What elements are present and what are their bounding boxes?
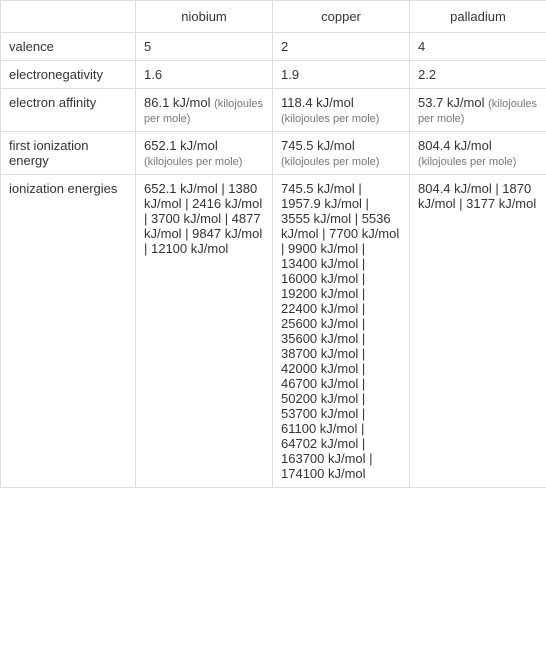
header-niobium: niobium xyxy=(136,1,273,33)
value-main: 53.7 kJ/mol xyxy=(418,95,484,110)
header-blank xyxy=(1,1,136,33)
value-main: 652.1 kJ/mol xyxy=(144,138,218,153)
value-main: 745.5 kJ/mol xyxy=(281,138,355,153)
row-label: ionization energies xyxy=(1,175,136,488)
value-main: 118.4 kJ/mol xyxy=(281,95,354,110)
properties-table: niobium copper palladium valence 5 2 4 e… xyxy=(0,0,546,488)
table-row: electronegativity 1.6 1.9 2.2 xyxy=(1,61,546,89)
cell-value: 5 xyxy=(136,33,273,61)
value-note: (kilojoules per mole) xyxy=(418,156,516,168)
cell-value: 86.1 kJ/mol (kilojoules per mole) xyxy=(136,89,273,132)
table-row: first ionization energy 652.1 kJ/mol (ki… xyxy=(1,132,546,175)
cell-value: 4 xyxy=(410,33,546,61)
value-note: (kilojoules per mole) xyxy=(281,113,379,125)
value-note: (kilojoules per mole) xyxy=(144,156,242,168)
value-note: (kilojoules per mole) xyxy=(281,156,379,168)
cell-value: 1.6 xyxy=(136,61,273,89)
cell-value: 652.1 kJ/mol | 1380 kJ/mol | 2416 kJ/mol… xyxy=(136,175,273,488)
header-copper: copper xyxy=(273,1,410,33)
cell-value: 804.4 kJ/mol (kilojoules per mole) xyxy=(410,132,546,175)
cell-value: 2.2 xyxy=(410,61,546,89)
table-row: electron affinity 86.1 kJ/mol (kilojoule… xyxy=(1,89,546,132)
header-palladium: palladium xyxy=(410,1,546,33)
cell-value: 745.5 kJ/mol | 1957.9 kJ/mol | 3555 kJ/m… xyxy=(273,175,410,488)
cell-value: 745.5 kJ/mol (kilojoules per mole) xyxy=(273,132,410,175)
row-label: valence xyxy=(1,33,136,61)
row-label: electron affinity xyxy=(1,89,136,132)
table-row: ionization energies 652.1 kJ/mol | 1380 … xyxy=(1,175,546,488)
header-row: niobium copper palladium xyxy=(1,1,546,33)
cell-value: 652.1 kJ/mol (kilojoules per mole) xyxy=(136,132,273,175)
row-label: electronegativity xyxy=(1,61,136,89)
cell-value: 2 xyxy=(273,33,410,61)
value-main: 804.4 kJ/mol xyxy=(418,138,492,153)
cell-value: 53.7 kJ/mol (kilojoules per mole) xyxy=(410,89,546,132)
row-label: first ionization energy xyxy=(1,132,136,175)
cell-value: 804.4 kJ/mol | 1870 kJ/mol | 3177 kJ/mol xyxy=(410,175,546,488)
value-main: 86.1 kJ/mol xyxy=(144,95,210,110)
cell-value: 1.9 xyxy=(273,61,410,89)
cell-value: 118.4 kJ/mol (kilojoules per mole) xyxy=(273,89,410,132)
table-row: valence 5 2 4 xyxy=(1,33,546,61)
